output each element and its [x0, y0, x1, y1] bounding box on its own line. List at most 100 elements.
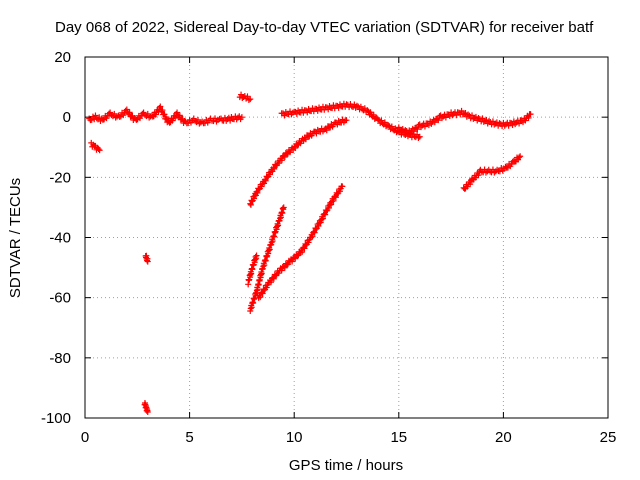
data-series-segment [88, 139, 103, 154]
data-point [144, 110, 151, 117]
data-point [527, 111, 534, 118]
data-point [453, 112, 460, 119]
x-tick-label: 5 [185, 429, 193, 446]
x-tick-label: 25 [600, 429, 617, 446]
data-point [343, 117, 350, 124]
data-point [157, 103, 164, 110]
data-point [415, 134, 422, 141]
data-point [141, 112, 148, 119]
data-point [458, 107, 465, 114]
data-point [339, 116, 346, 123]
data-point [469, 112, 476, 119]
data-point [251, 195, 258, 202]
data-point [263, 284, 270, 291]
data-point [278, 267, 285, 274]
data-point [446, 113, 453, 120]
data-point [299, 248, 306, 255]
data-point [359, 106, 366, 113]
x-tick-label: 15 [390, 429, 407, 446]
data-point [289, 258, 296, 265]
data-point [525, 114, 532, 121]
data-point [351, 101, 358, 108]
grid [85, 57, 608, 418]
data-point [332, 194, 339, 201]
y-tick-label: -60 [49, 290, 71, 307]
data-point [190, 115, 197, 122]
data-series-segment [460, 153, 524, 192]
data-point [254, 189, 261, 196]
x-tick-label: 10 [286, 429, 303, 446]
data-point [203, 116, 210, 123]
data-point [395, 124, 402, 131]
data-point [245, 96, 252, 103]
data-point [289, 109, 296, 116]
data-point [266, 171, 273, 178]
data-point [278, 157, 285, 164]
data-point [410, 128, 417, 135]
x-tick-label: 0 [81, 429, 89, 446]
data-point [194, 116, 201, 123]
data-point [140, 109, 147, 116]
y-axis-label: SDTVAR / TECUs [7, 178, 24, 298]
data-point [483, 116, 490, 123]
data-point [238, 114, 245, 121]
data-point [270, 275, 277, 282]
data-series-segment [255, 183, 346, 301]
data-point [472, 113, 479, 120]
data-point [399, 125, 406, 132]
data-point [247, 201, 254, 208]
data-point [336, 188, 343, 195]
data-point [236, 113, 243, 120]
data-point [465, 111, 472, 118]
data-point [378, 117, 385, 124]
data-point [267, 279, 274, 286]
data-point [311, 229, 318, 236]
data-point [385, 122, 392, 129]
data-point [111, 110, 118, 117]
data-point [292, 145, 299, 152]
data-point [493, 119, 500, 126]
data-series-segment [278, 100, 423, 141]
data-point [509, 121, 516, 128]
x-tick-label: 20 [495, 429, 512, 446]
y-tick-label: -80 [49, 350, 71, 367]
data-point [431, 119, 438, 126]
data-point [461, 110, 468, 117]
data-series-segment [86, 103, 245, 127]
data-point [253, 252, 260, 259]
data-point [517, 153, 524, 160]
data-point [305, 239, 312, 246]
data-point [144, 408, 151, 415]
data-series-segment [141, 400, 151, 415]
data-point [414, 126, 421, 133]
data-point [435, 117, 442, 124]
data-point [281, 154, 288, 161]
data-point [370, 111, 377, 118]
data-point [498, 165, 505, 172]
data-point [309, 233, 316, 240]
data-point [107, 109, 114, 116]
data-point [364, 107, 371, 114]
data-point [353, 102, 360, 109]
data-point [516, 120, 523, 127]
data-point [257, 294, 264, 301]
data-point [328, 201, 335, 208]
data-point [262, 177, 269, 184]
y-tick-label: 20 [54, 49, 71, 66]
data-point [271, 165, 278, 172]
data-point [259, 290, 266, 297]
data-series-segment [395, 107, 534, 137]
chart-title: Day 068 of 2022, Sidereal Day-to-day VTE… [55, 19, 594, 36]
data-point [516, 154, 523, 161]
data-point [186, 116, 193, 123]
axis-ticks: 0 5 10 15 20 25 -100 -80 -60 -40 -20 0 20 [41, 49, 616, 446]
data-point [330, 197, 337, 204]
data-point [374, 116, 381, 123]
y-tick-label: 0 [63, 109, 71, 126]
data-point [442, 114, 449, 121]
data-point [176, 112, 183, 119]
data-point [325, 204, 332, 211]
data-point [496, 168, 503, 175]
data-point [317, 219, 324, 226]
x-axis-label: GPS time / hours [289, 457, 403, 474]
